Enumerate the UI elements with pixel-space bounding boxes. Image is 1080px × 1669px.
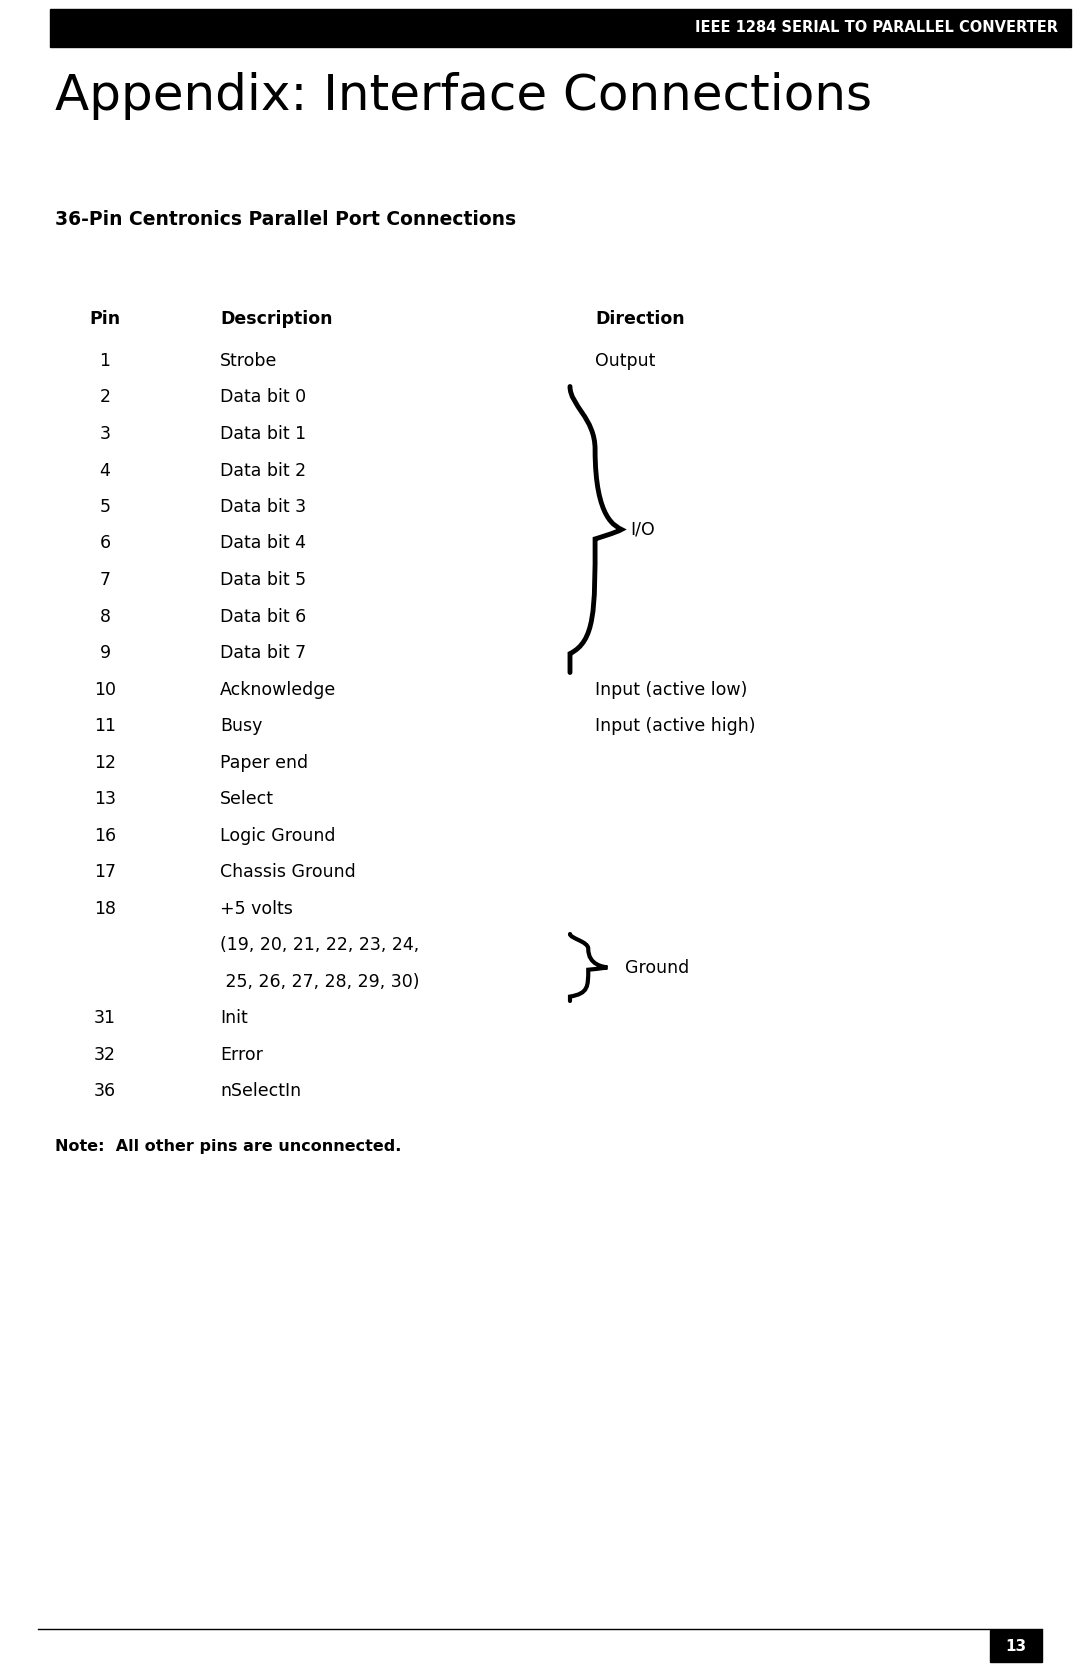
Text: 6: 6	[99, 534, 110, 552]
Text: 13: 13	[94, 789, 116, 808]
Text: 25, 26, 27, 28, 29, 30): 25, 26, 27, 28, 29, 30)	[220, 973, 419, 990]
Text: 9: 9	[99, 644, 110, 663]
Text: Appendix: Interface Connections: Appendix: Interface Connections	[55, 72, 873, 120]
Text: Note:  All other pins are unconnected.: Note: All other pins are unconnected.	[55, 1138, 402, 1153]
Text: Strobe: Strobe	[220, 352, 278, 371]
Text: 32: 32	[94, 1045, 116, 1063]
Bar	[990, 1631, 1042, 1662]
Text: Busy: Busy	[220, 718, 262, 734]
Text: 5: 5	[99, 497, 110, 516]
Text: Direction: Direction	[595, 310, 685, 329]
Text: Ground: Ground	[625, 958, 689, 976]
Text: Data bit 5: Data bit 5	[220, 571, 306, 589]
Text: 31: 31	[94, 1010, 116, 1026]
Bar	[50, 8, 1071, 47]
Text: Data bit 7: Data bit 7	[220, 644, 306, 663]
Text: 12: 12	[94, 753, 116, 771]
Text: +5 volts: +5 volts	[220, 900, 293, 918]
Text: Input (active high): Input (active high)	[595, 718, 756, 734]
Text: Pin: Pin	[90, 310, 121, 329]
Text: Data bit 6: Data bit 6	[220, 608, 307, 626]
Text: 4: 4	[99, 462, 110, 479]
Text: 36: 36	[94, 1082, 116, 1100]
Text: I/O: I/O	[630, 521, 654, 539]
Text: Output: Output	[595, 352, 656, 371]
Text: 10: 10	[94, 681, 116, 699]
Text: 13: 13	[1005, 1639, 1027, 1654]
Text: 8: 8	[99, 608, 110, 626]
Text: nSelectIn: nSelectIn	[220, 1082, 301, 1100]
Text: 16: 16	[94, 826, 116, 845]
Text: Logic Ground: Logic Ground	[220, 826, 336, 845]
Text: 18: 18	[94, 900, 116, 918]
Text: Description: Description	[220, 310, 333, 329]
Text: Error: Error	[220, 1045, 262, 1063]
Text: 2: 2	[99, 389, 110, 407]
Text: (19, 20, 21, 22, 23, 24,: (19, 20, 21, 22, 23, 24,	[220, 936, 419, 955]
Text: Chassis Ground: Chassis Ground	[220, 863, 355, 881]
Text: 11: 11	[94, 718, 116, 734]
Text: Data bit 1: Data bit 1	[220, 426, 306, 442]
Text: Paper end: Paper end	[220, 753, 308, 771]
Text: Acknowledge: Acknowledge	[220, 681, 336, 699]
Text: 1: 1	[99, 352, 110, 371]
Text: Data bit 0: Data bit 0	[220, 389, 306, 407]
Text: 7: 7	[99, 571, 110, 589]
Text: 3: 3	[99, 426, 110, 442]
Text: Input (active low): Input (active low)	[595, 681, 747, 699]
Text: Data bit 4: Data bit 4	[220, 534, 306, 552]
Text: 17: 17	[94, 863, 116, 881]
Text: IEEE 1284 SERIAL TO PARALLEL CONVERTER: IEEE 1284 SERIAL TO PARALLEL CONVERTER	[696, 20, 1058, 35]
Text: Data bit 3: Data bit 3	[220, 497, 306, 516]
Text: Init: Init	[220, 1010, 247, 1026]
Text: Data bit 2: Data bit 2	[220, 462, 306, 479]
Text: 36-Pin Centronics Parallel Port Connections: 36-Pin Centronics Parallel Port Connecti…	[55, 210, 516, 229]
Text: Select: Select	[220, 789, 274, 808]
